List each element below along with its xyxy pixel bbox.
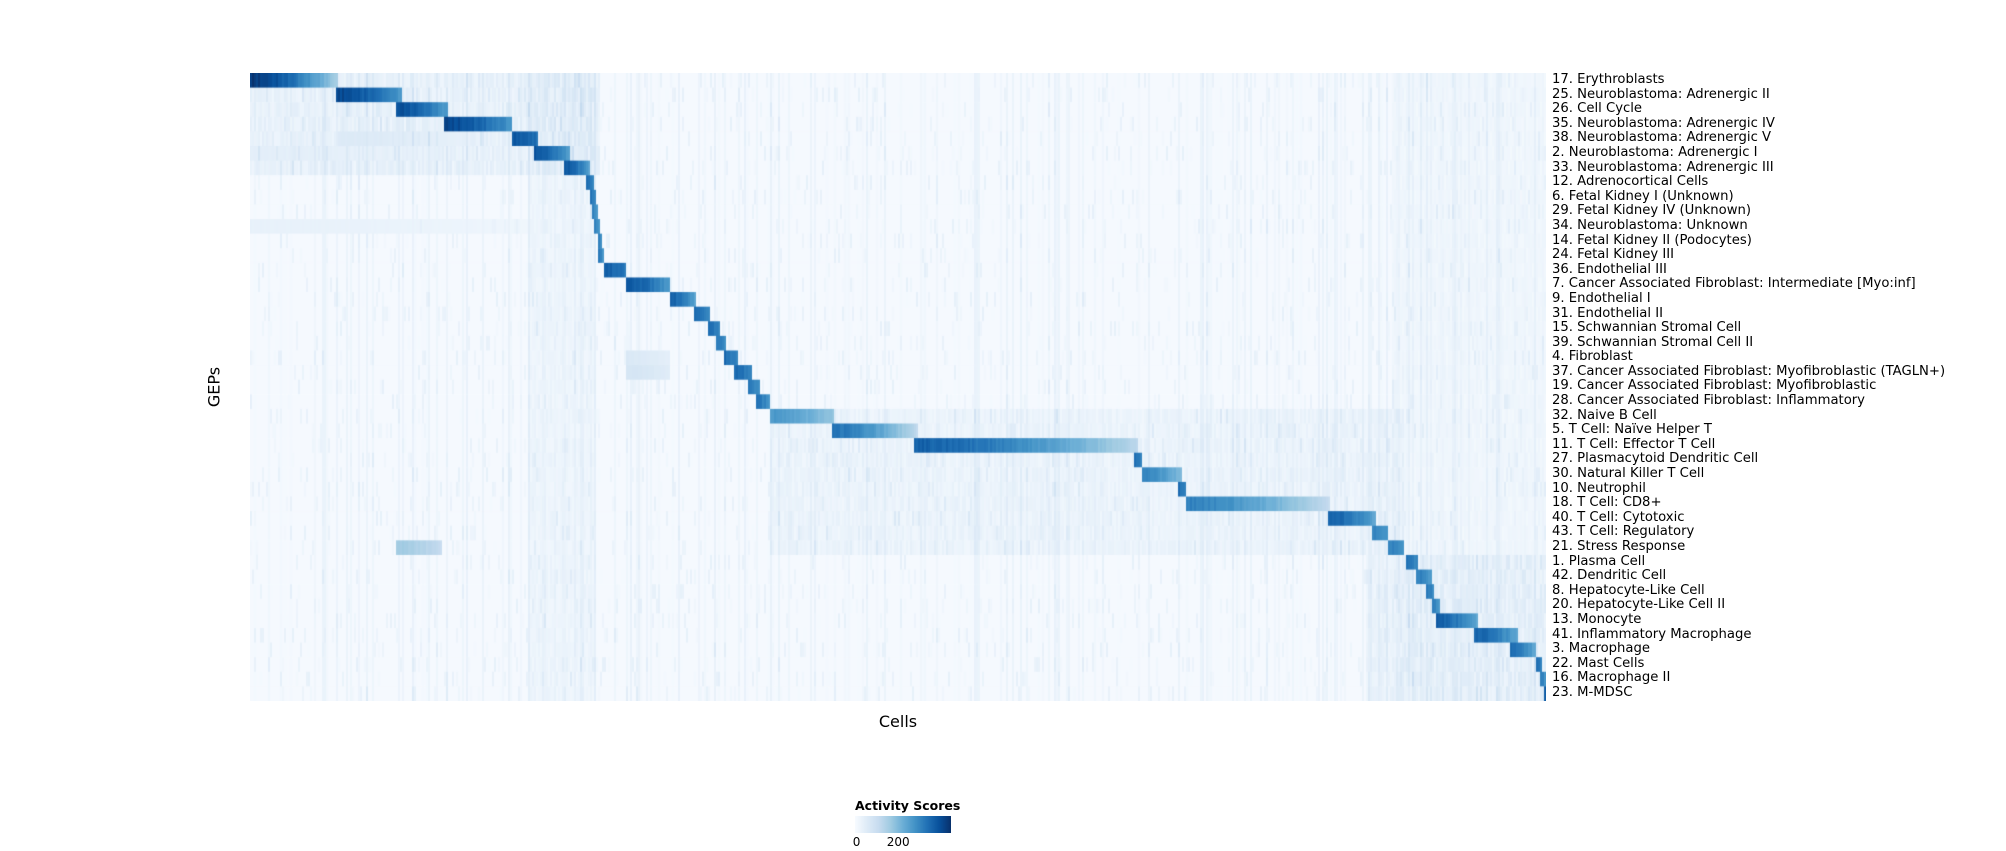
row-label: 21. Stress Response <box>1552 539 1686 554</box>
row-label: 40. T Cell: Cytotoxic <box>1552 509 1685 525</box>
row-label: 4. Fibroblast <box>1552 349 1633 365</box>
row-label: 9. Endothelial I <box>1552 290 1651 306</box>
row-label: 32. Naive B Cell <box>1552 407 1657 423</box>
x-axis-label: Cells <box>878 712 918 731</box>
row-label: 17. Erythroblasts <box>1552 72 1665 87</box>
row-label: 25. Neuroblastoma: Adrenergic II <box>1552 86 1770 102</box>
row-label: 36. Endothelial III <box>1552 261 1667 277</box>
legend-title: Activity Scores <box>855 798 961 813</box>
row-label: 3. Macrophage <box>1552 641 1650 657</box>
row-label: 28. Cancer Associated Fibroblast: Inflam… <box>1552 393 1865 409</box>
row-label: 15. Schwannian Stromal Cell <box>1552 320 1742 336</box>
row-label: 14. Fetal Kidney II (Podocytes) <box>1552 232 1752 248</box>
row-label: 33. Neuroblastoma: Adrenergic III <box>1552 159 1774 175</box>
legend: Activity Scores 0 200 <box>852 798 1015 849</box>
row-label: 5. T Cell: Naïve Helper T <box>1552 422 1712 438</box>
row-label: 16. Macrophage II <box>1552 670 1671 686</box>
row-label: 39. Schwannian Stromal Cell II <box>1552 334 1754 350</box>
row-label: 37. Cancer Associated Fibroblast: Myofib… <box>1552 363 1946 379</box>
legend-tick-max: 200 <box>886 835 910 849</box>
row-label: 41. Inflammatory Macrophage <box>1552 626 1752 642</box>
row-label: 12. Adrenocortical Cells <box>1552 174 1709 190</box>
row-label: 18. T Cell: CD8+ <box>1552 495 1662 511</box>
row-label: 34. Neuroblastoma: Unknown <box>1552 217 1748 233</box>
legend-ticks: 0 200 <box>852 833 951 849</box>
row-label: 35. Neuroblastoma: Adrenergic IV <box>1552 115 1775 131</box>
row-labels: 17. Erythroblasts 25. Neuroblastoma: Adre… <box>1552 72 1946 701</box>
row-label: 42. Dendritic Cell <box>1552 568 1667 584</box>
row-label: 31. Endothelial II <box>1552 305 1663 321</box>
row-label: 13. Monocyte <box>1552 611 1642 627</box>
row-label: 7. Cancer Associated Fibroblast: Interme… <box>1552 276 1916 292</box>
row-label: 6. Fetal Kidney I (Unknown) <box>1552 188 1734 204</box>
row-label: 24. Fetal Kidney III <box>1552 247 1675 263</box>
row-label: 2. Neuroblastoma: Adrenergic I <box>1552 144 1758 160</box>
row-label: 20. Hepatocyte-Like Cell II <box>1552 597 1726 613</box>
row-label: 1. Plasma Cell <box>1552 553 1646 569</box>
row-label: 27. Plasmacytoid Dendritic Cell <box>1552 451 1759 467</box>
row-label: 11. T Cell: Effector T Cell <box>1552 436 1716 452</box>
row-label: 30. Natural Killer T Cell <box>1552 466 1705 482</box>
legend-tick-min: 0 <box>852 835 861 849</box>
row-label: 19. Cancer Associated Fibroblast: Myofib… <box>1552 378 1877 394</box>
row-label: 43. T Cell: Regulatory <box>1552 524 1695 540</box>
y-axis-label: GEPs <box>204 366 224 408</box>
heatmap-canvas <box>250 73 1546 701</box>
row-label: 26. Cell Cycle <box>1552 101 1643 117</box>
legend-colorbar <box>855 816 951 833</box>
row-label: 38. Neuroblastoma: Adrenergic V <box>1552 130 1772 146</box>
row-label: 8. Hepatocyte-Like Cell <box>1552 582 1705 598</box>
row-label: 22. Mast Cells <box>1552 655 1645 671</box>
row-label: 23. M-MDSC <box>1552 684 1633 700</box>
row-label: 29. Fetal Kidney IV (Unknown) <box>1552 203 1752 219</box>
row-label: 10. Neutrophil <box>1552 480 1646 496</box>
